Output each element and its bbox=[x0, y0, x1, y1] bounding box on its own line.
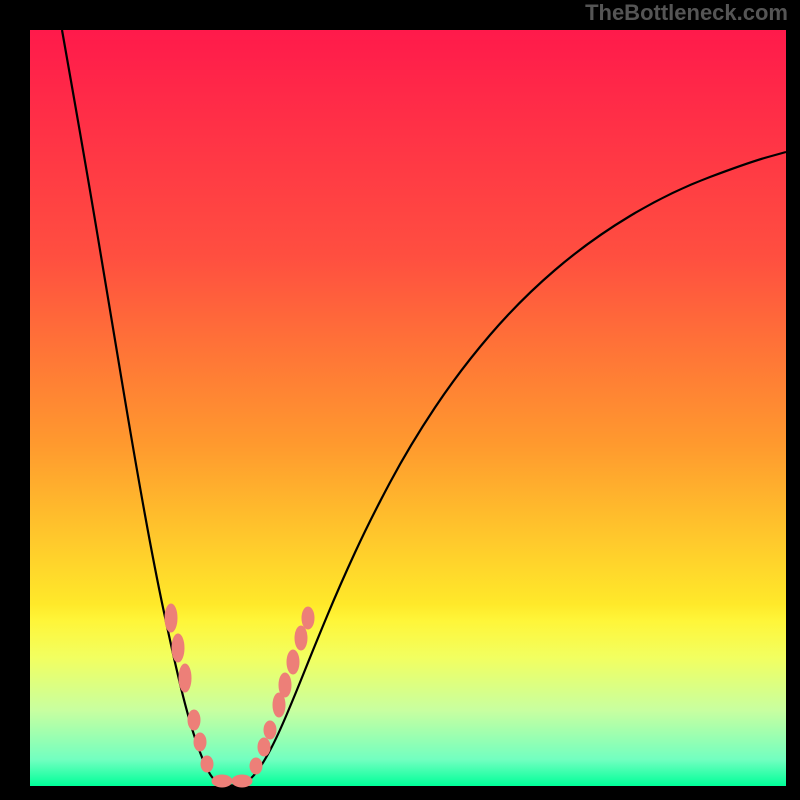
data-marker bbox=[295, 626, 307, 650]
data-marker bbox=[201, 756, 213, 772]
data-marker bbox=[287, 650, 299, 674]
data-marker bbox=[188, 710, 200, 730]
data-marker bbox=[279, 673, 291, 697]
curve-layer bbox=[0, 0, 800, 800]
data-marker bbox=[232, 775, 252, 787]
watermark-text: TheBottleneck.com bbox=[585, 0, 788, 26]
data-marker bbox=[264, 721, 276, 739]
data-marker bbox=[302, 607, 314, 629]
data-marker bbox=[165, 604, 177, 632]
data-marker bbox=[250, 758, 262, 774]
data-marker bbox=[172, 634, 184, 662]
chart-root: TheBottleneck.com bbox=[0, 0, 800, 800]
data-marker bbox=[258, 738, 270, 756]
data-marker bbox=[194, 733, 206, 751]
data-marker bbox=[179, 664, 191, 692]
bottleneck-curve bbox=[62, 30, 786, 786]
data-marker bbox=[212, 775, 232, 787]
